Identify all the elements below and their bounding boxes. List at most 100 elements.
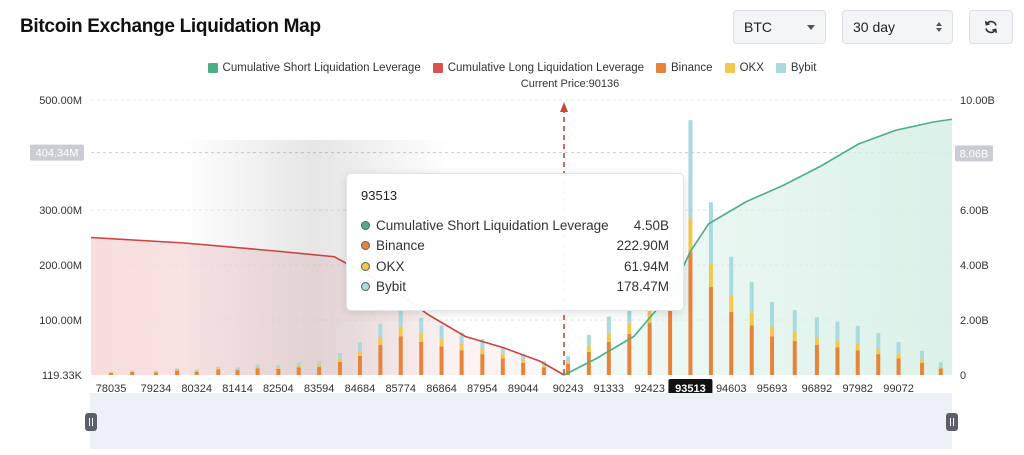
binance-bar: [792, 340, 797, 375]
right-marker-badge: [955, 145, 993, 162]
range-slider-track[interactable]: [90, 393, 952, 449]
binance-bar: [855, 350, 860, 375]
legend-item[interactable]: Cumulative Long Liquidation Leverage: [432, 62, 644, 74]
bybit-bar: [938, 362, 943, 367]
okx-bar: [357, 350, 362, 356]
page-title: Bitcoin Exchange Liquidation Map: [20, 16, 321, 37]
x-axis-tick: 87954: [467, 383, 498, 395]
okx-bar: [337, 358, 342, 362]
bybit-bar: [876, 333, 881, 349]
binance-bar: [627, 333, 632, 375]
bybit-bar: [920, 350, 925, 360]
asset-select[interactable]: BTC: [733, 10, 826, 44]
x-axis-tick: 92423: [634, 383, 665, 395]
range-slider-left-handle[interactable]: [85, 413, 97, 431]
bybit-bar: [194, 369, 199, 371]
okx-bar: [541, 365, 546, 368]
bybit-bar: [337, 353, 342, 359]
x-axis-tick: 95693: [757, 383, 788, 395]
x-axis-tick: 86864: [426, 383, 457, 395]
binance-bar: [920, 362, 925, 375]
tooltip-dot: [361, 220, 370, 230]
legend-item[interactable]: Cumulative Short Liquidation Leverage: [207, 62, 421, 74]
bybit-bar: [708, 202, 713, 263]
range-select[interactable]: 30 day: [842, 10, 953, 44]
okx-bar: [216, 368, 221, 370]
okx-bar: [627, 322, 632, 334]
okx-bar: [398, 326, 403, 337]
okx-bar: [876, 348, 881, 355]
bybit-bar: [749, 282, 754, 313]
refresh-icon: [984, 20, 998, 34]
okx-bar: [566, 361, 571, 364]
binance-bar: [317, 366, 322, 375]
chart-tooltip: 93513 Cumulative Short Liquidation Lever…: [346, 173, 684, 311]
binance-bar: [357, 355, 362, 375]
legend-item[interactable]: Binance: [656, 62, 713, 74]
range-select-value: 30 day: [853, 19, 896, 35]
bybit-bar: [378, 323, 383, 338]
legend-swatch: [656, 63, 667, 73]
binance-bar: [668, 303, 673, 375]
x-axis-tick: 81414: [222, 383, 253, 395]
refresh-button[interactable]: [969, 10, 1013, 44]
binance-bar: [586, 351, 591, 375]
binance-bar: [814, 344, 819, 375]
bybit-bar: [896, 342, 901, 355]
right-axis-tick: 4.00B: [960, 260, 989, 272]
binance-bar: [749, 325, 754, 375]
legend-item[interactable]: Bybit: [775, 62, 816, 74]
bybit-bar: [500, 346, 505, 355]
bybit-bar: [688, 120, 693, 219]
x-axis-tick: 80324: [181, 383, 212, 395]
okx-bar: [153, 371, 158, 373]
legend-item[interactable]: OKX: [724, 62, 764, 74]
bybit-bar: [216, 366, 221, 369]
binance-bar: [398, 336, 403, 375]
legend-label: Binance: [671, 62, 713, 74]
x-axis-tick: 96892: [802, 383, 833, 395]
binance-bar: [480, 354, 485, 375]
tooltip-row-value: 178.47M: [616, 279, 669, 295]
range-slider-right-handle[interactable]: [946, 413, 958, 431]
tooltip-title: 93513: [361, 188, 398, 203]
binance-bar: [876, 354, 881, 375]
binance-bar: [500, 358, 505, 375]
okx-bar: [855, 343, 860, 351]
okx-bar: [235, 368, 240, 371]
right-axis-tick: 0: [960, 370, 966, 382]
okx-bar: [835, 340, 840, 348]
up-down-arrows-icon: [936, 22, 942, 32]
current-price-arrow: [560, 102, 569, 112]
okx-bar: [439, 338, 444, 347]
bybit-bar: [398, 309, 403, 327]
bybit-bar: [566, 356, 571, 362]
bybit-bar: [586, 334, 591, 346]
okx-bar: [130, 371, 135, 372]
binance-bar: [521, 362, 526, 375]
binance-bar: [153, 372, 158, 375]
binance-bar: [896, 358, 901, 375]
x-axis-tick: 89044: [508, 383, 539, 395]
tooltip-row: Cumulative Short Liquidation Leverage 4.5…: [361, 215, 669, 236]
legend-label: Cumulative Short Liquidation Leverage: [222, 62, 421, 74]
x-axis-tick: 91333: [594, 383, 625, 395]
okx-bar: [500, 354, 505, 359]
bybit-bar: [175, 368, 180, 370]
binance-bar: [378, 344, 383, 375]
binance-bar: [835, 347, 840, 375]
bybit-bar: [235, 367, 240, 369]
binance-bar: [938, 368, 943, 375]
okx-bar: [606, 333, 611, 342]
okx-bar: [459, 343, 464, 351]
bybit-bar: [770, 301, 775, 327]
okx-bar: [419, 333, 424, 342]
okx-bar: [480, 348, 485, 355]
left-axis-tick: 300.00M: [39, 205, 82, 217]
binance-bar: [688, 252, 693, 375]
binance-bar: [255, 368, 260, 375]
okx-bar: [276, 367, 281, 369]
bybit-bar: [153, 370, 158, 372]
tooltip-row: Binance 222.90M: [361, 236, 669, 257]
